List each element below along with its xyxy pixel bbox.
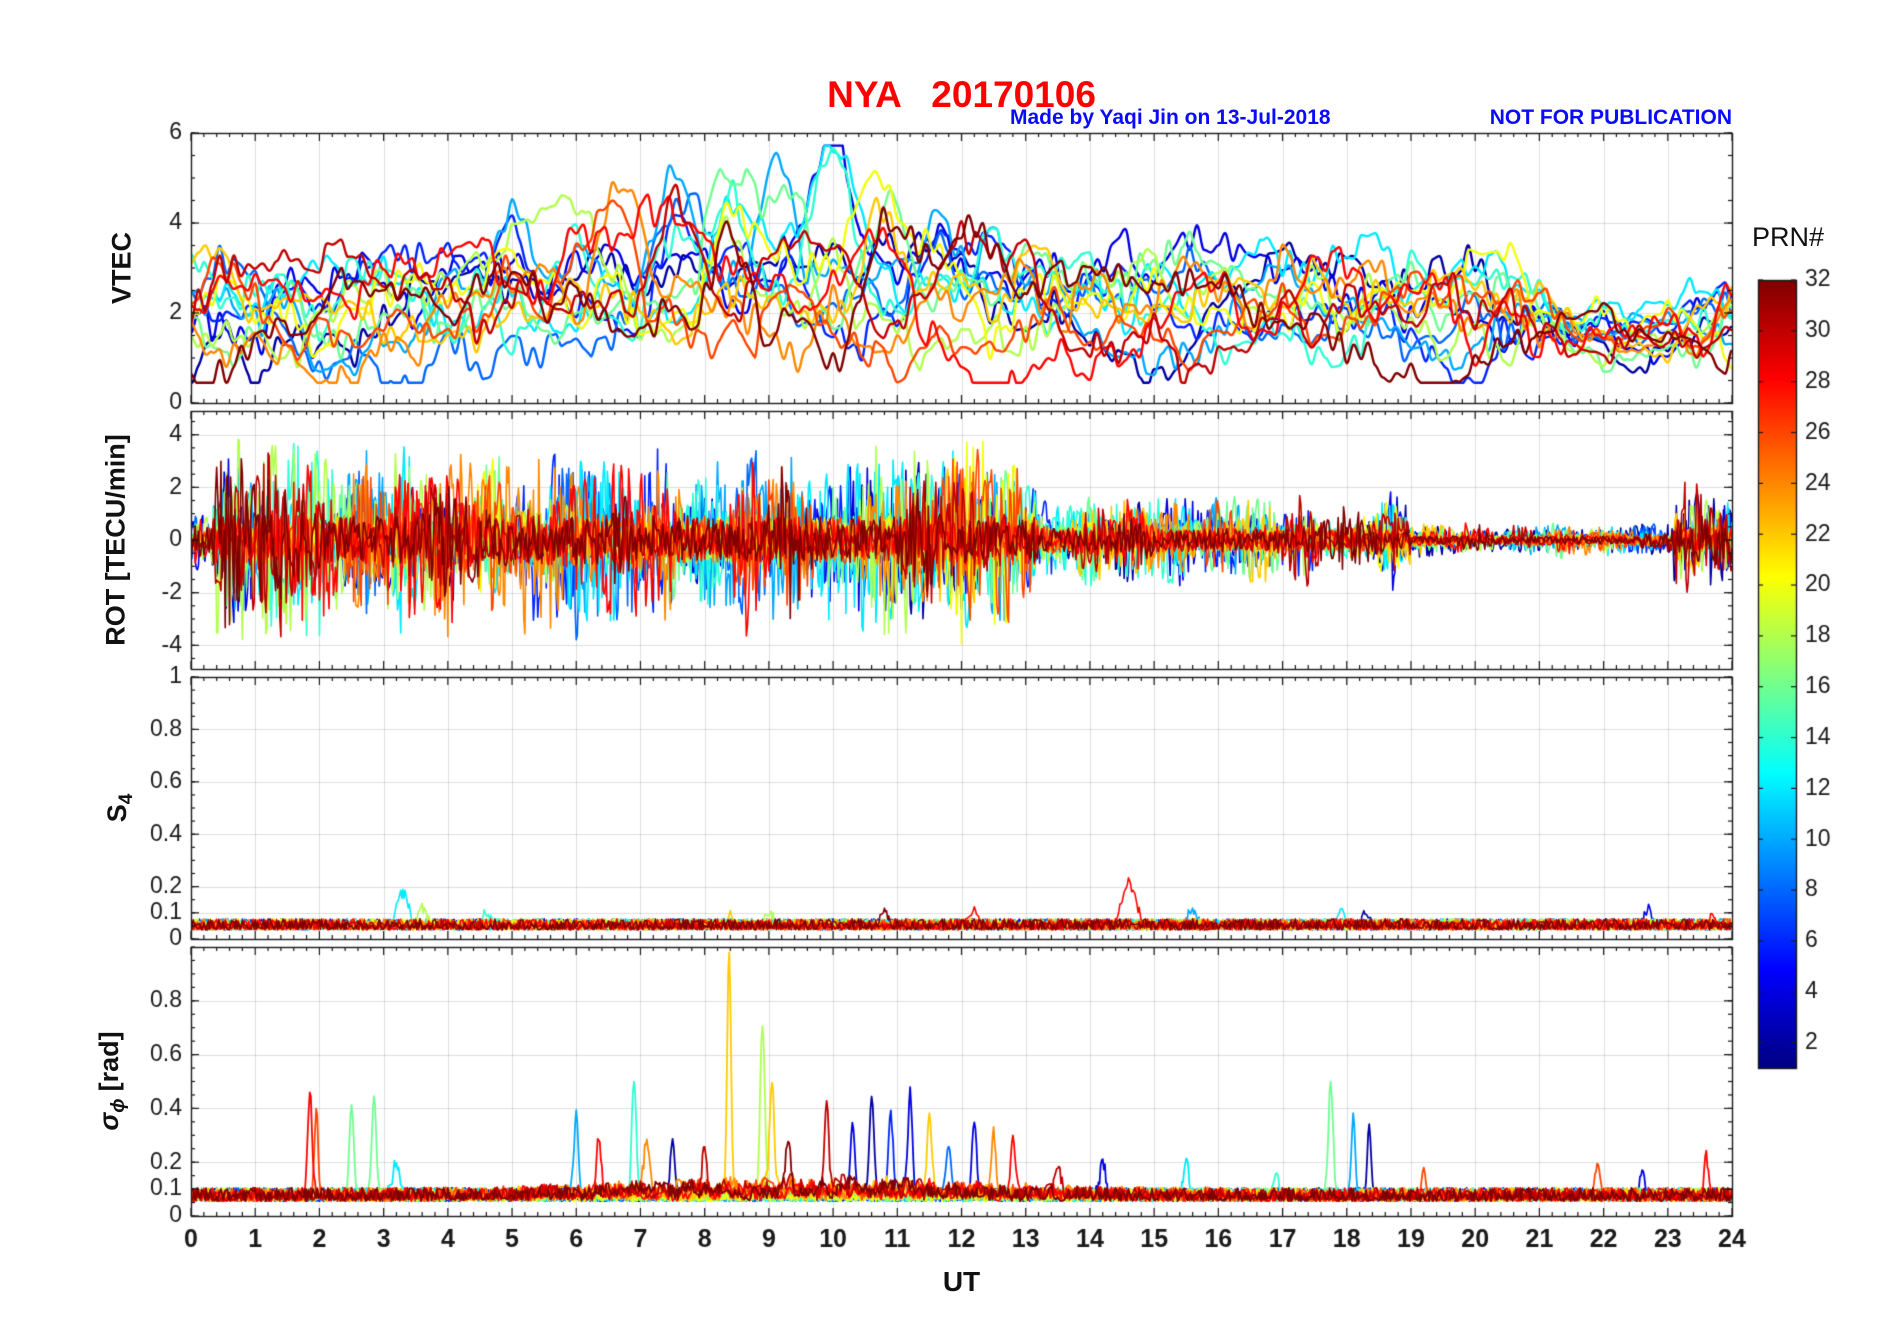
y-axis-label-rot: ROT [TECU/min]: [101, 434, 132, 645]
y-axis-label-s4: S4: [102, 794, 138, 823]
s4-symbol: S: [101, 804, 132, 823]
page-title: NYA 20170106: [827, 74, 1096, 115]
not-for-publication-note: NOT FOR PUBLICATION: [1489, 106, 1732, 129]
sigma-symbol: σ: [93, 1112, 124, 1131]
y-axis-label-vtec: VTEC: [107, 232, 138, 304]
x-axis-label: UT: [942, 1266, 981, 1297]
y-axis-label-sigmaphi: σϕ [rad]: [94, 1031, 130, 1130]
colorbar-label: PRN#: [1752, 222, 1825, 252]
made-by-note: Made by Yaqi Jin on 13-Jul-2018: [1010, 106, 1331, 129]
y-axis-label-rot-text: ROT [TECU/min]: [100, 434, 131, 646]
s4-subscript: 4: [116, 793, 138, 805]
rad-unit: [rad]: [93, 1031, 124, 1092]
y-axis-label-vtec-text: VTEC: [106, 231, 137, 305]
phi-subscript: ϕ: [108, 1098, 130, 1113]
